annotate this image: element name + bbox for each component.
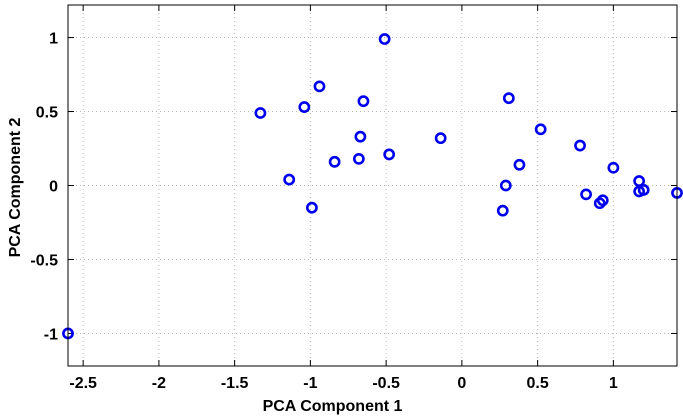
x-tick-label: -2.5 bbox=[69, 375, 97, 392]
y-tick-label: 1 bbox=[49, 31, 58, 48]
x-tick-label: -2 bbox=[152, 375, 166, 392]
x-tick-label: 0.5 bbox=[527, 375, 549, 392]
y-tick-label: -0.5 bbox=[30, 252, 58, 269]
data-point bbox=[607, 161, 620, 174]
grid-lines bbox=[68, 5, 677, 366]
data-point bbox=[434, 132, 447, 145]
data-point bbox=[352, 152, 365, 165]
tick-labels: -2.5 -2 -1.5 -1 -0.5 0 0.5 1 -1 -0.5 0 0.5 1 bbox=[30, 31, 617, 392]
data-point bbox=[513, 158, 526, 171]
data-point bbox=[534, 123, 547, 136]
data-point bbox=[574, 139, 586, 152]
data-point bbox=[637, 184, 650, 196]
x-tick-label: -1.5 bbox=[221, 375, 249, 392]
data-point bbox=[499, 179, 512, 192]
data-point bbox=[502, 92, 515, 105]
data-points bbox=[62, 33, 683, 340]
data-point bbox=[596, 194, 609, 207]
data-point bbox=[496, 204, 509, 217]
plot-frame bbox=[67, 4, 678, 367]
y-axis-title: PCA Component 2 bbox=[7, 117, 24, 257]
data-point bbox=[580, 188, 593, 201]
x-tick-label: -1 bbox=[303, 375, 317, 392]
x-tick-label: 0 bbox=[457, 375, 466, 392]
x-axis-title: PCA Component 1 bbox=[263, 398, 403, 415]
axis-ticks bbox=[68, 5, 677, 366]
data-point bbox=[298, 101, 311, 113]
data-point bbox=[357, 95, 370, 108]
data-point bbox=[354, 130, 367, 143]
y-tick-label: 0 bbox=[49, 179, 58, 196]
data-point bbox=[328, 155, 341, 168]
data-point bbox=[383, 148, 396, 161]
data-point bbox=[283, 173, 296, 186]
data-point bbox=[306, 201, 318, 214]
data-point bbox=[378, 33, 391, 45]
y-tick-label: -1 bbox=[44, 326, 58, 343]
data-point bbox=[254, 107, 267, 119]
data-point bbox=[313, 80, 326, 93]
x-tick-label: 1 bbox=[609, 375, 618, 392]
x-tick-label: -0.5 bbox=[372, 375, 400, 392]
y-tick-label: 0.5 bbox=[36, 105, 58, 122]
